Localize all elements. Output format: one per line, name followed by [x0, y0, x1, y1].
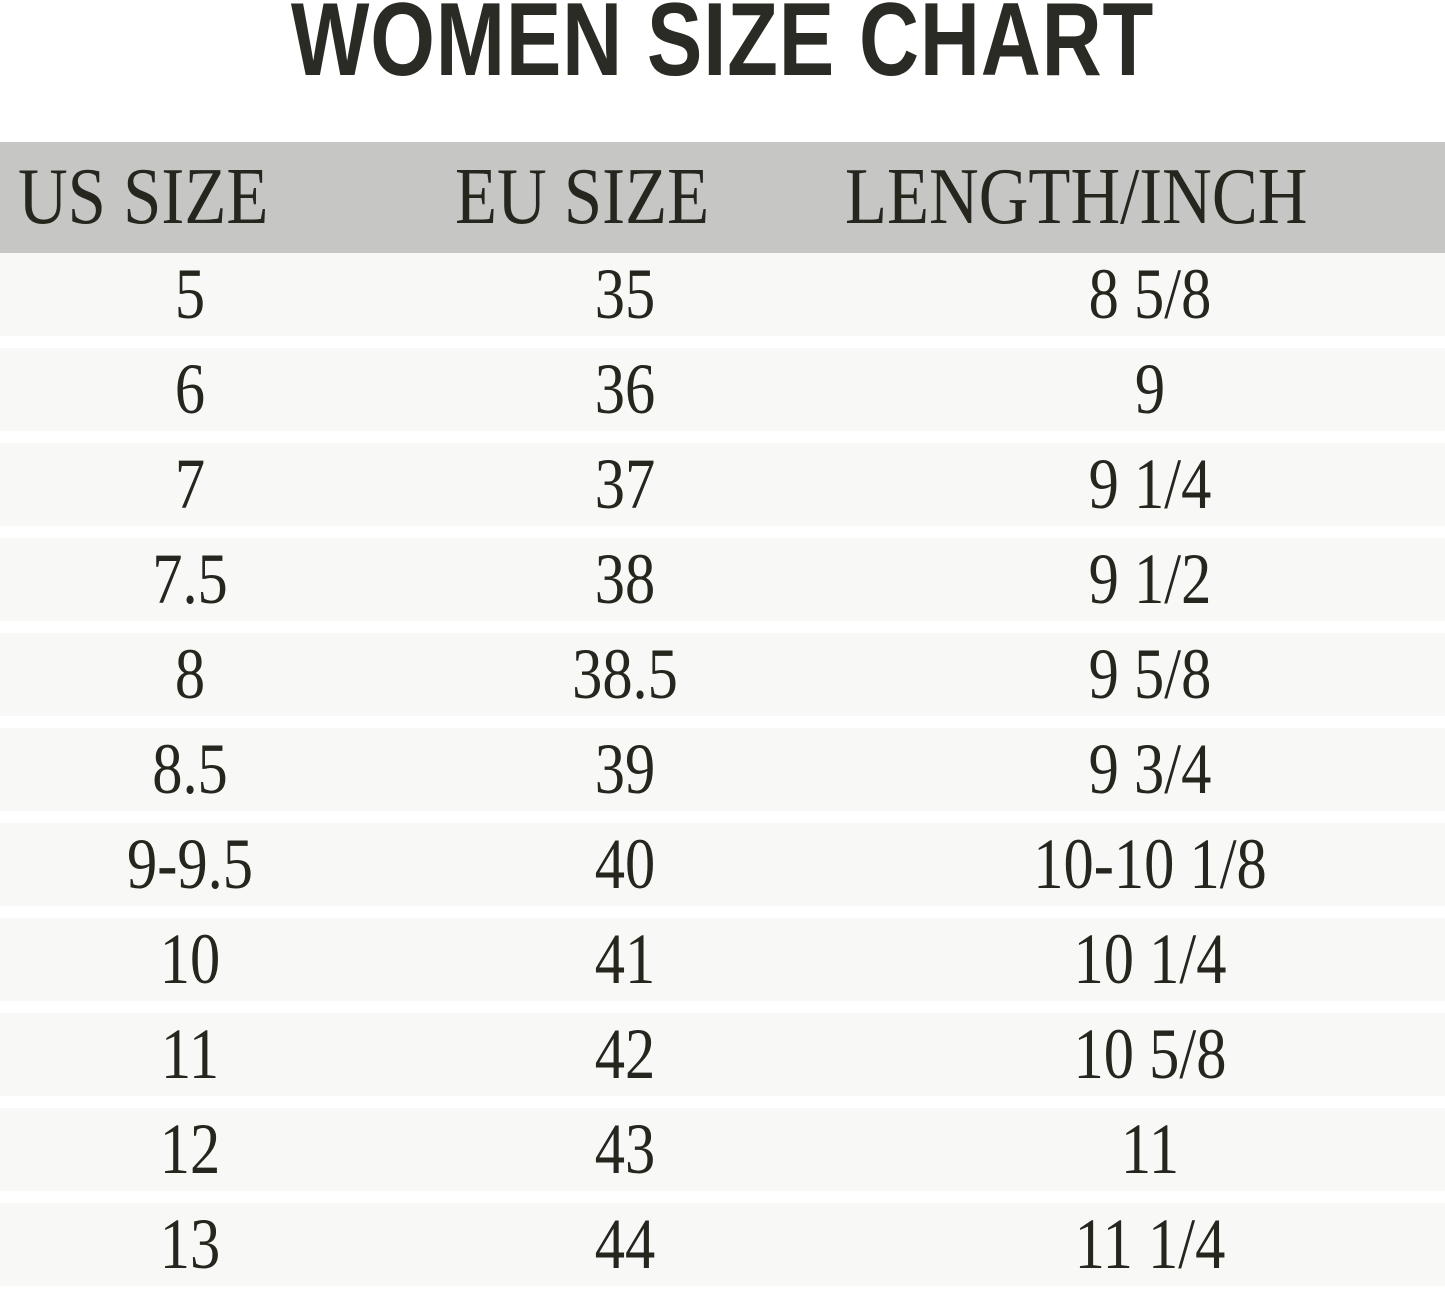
cell-length: 11 1/4 — [1074, 1204, 1226, 1284]
cell-eu: 37 — [594, 444, 656, 524]
cell-eu: 35 — [594, 254, 656, 334]
table-row: 5 35 8 5/8 — [0, 253, 1445, 336]
cell-length: 8 5/8 — [1088, 254, 1212, 334]
table-row: 7 37 9 1/4 — [0, 443, 1445, 526]
cell-length: 9 — [1134, 349, 1166, 429]
column-header-eu-size: EU SIZE — [455, 153, 710, 241]
cell-us: 8.5 — [152, 729, 228, 809]
cell-eu: 44 — [594, 1204, 656, 1284]
cell-us: 5 — [174, 254, 206, 334]
cell-length: 11 — [1120, 1109, 1180, 1189]
table-row: 11 42 10 5/8 — [0, 1013, 1445, 1096]
cell-eu: 38 — [594, 539, 656, 619]
page-title: WOMEN SIZE CHART — [290, 0, 1155, 98]
cell-eu: 40 — [594, 824, 656, 904]
table-row: 9-9.5 40 10-10 1/8 — [0, 823, 1445, 906]
cell-us: 11 — [160, 1014, 220, 1094]
cell-us: 10 — [159, 919, 221, 999]
table-row: 8.5 39 9 3/4 — [0, 728, 1445, 811]
column-header-length-inch: LENGTH/INCH — [845, 153, 1308, 241]
table-row: 6 36 9 — [0, 348, 1445, 431]
table-body: 5 35 8 5/8 6 36 9 7 37 9 1/4 7.5 38 9 1/2 8 38.5 9 5/8… — [0, 253, 1445, 1301]
cell-length: 9 5/8 — [1088, 634, 1212, 714]
table-row: 10 41 10 1/4 — [0, 918, 1445, 1001]
cell-us: 12 — [159, 1109, 221, 1189]
cell-length: 9 1/2 — [1088, 539, 1212, 619]
column-header-us-size: US SIZE — [18, 153, 269, 241]
table-row: 8 38.5 9 5/8 — [0, 633, 1445, 716]
cell-eu: 41 — [594, 919, 656, 999]
table-row: 13 44 11 1/4 — [0, 1203, 1445, 1286]
cell-eu: 43 — [594, 1109, 656, 1189]
cell-length: 10 5/8 — [1073, 1014, 1227, 1094]
table-row: 7.5 38 9 1/2 — [0, 538, 1445, 621]
table-row: 12 43 11 — [0, 1108, 1445, 1191]
cell-length: 9 3/4 — [1088, 729, 1212, 809]
cell-length: 10 1/4 — [1073, 919, 1227, 999]
table-header-row: US SIZE EU SIZE LENGTH/INCH — [0, 142, 1445, 253]
cell-eu: 39 — [594, 729, 656, 809]
cell-eu: 38.5 — [572, 634, 678, 714]
cell-us: 9-9.5 — [127, 824, 253, 904]
cell-us: 7 — [174, 444, 206, 524]
cell-us: 8 — [174, 634, 206, 714]
cell-length: 9 1/4 — [1088, 444, 1212, 524]
cell-length: 10-10 1/8 — [1033, 824, 1267, 904]
cell-us: 7.5 — [152, 539, 228, 619]
cell-us: 6 — [174, 349, 206, 429]
cell-us: 13 — [159, 1204, 221, 1284]
cell-eu: 42 — [594, 1014, 656, 1094]
cell-eu: 36 — [594, 349, 656, 429]
